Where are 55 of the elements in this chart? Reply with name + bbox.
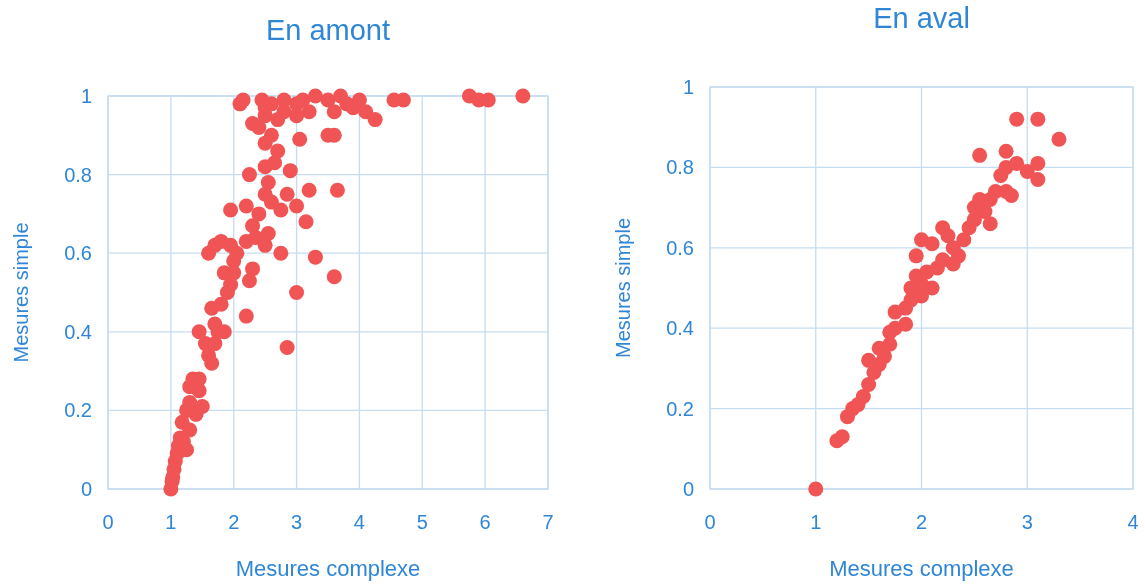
point [1030,155,1046,171]
y-tick-label: 0.2 [666,397,694,420]
point [1003,188,1019,204]
x-tick-label: 3 [1021,511,1033,533]
x-tick-label: 0 [102,511,114,533]
y-tick-label: 0.8 [64,163,92,186]
point [924,280,940,296]
y-tick-label: 0.6 [666,236,694,259]
x-tick-label: 2 [915,511,928,533]
x-axis-title: Mesures complexe [235,556,421,581]
y-tick-label: 0.2 [64,399,92,422]
point [914,288,929,304]
x-tick-label: 0 [704,511,716,533]
chart-title: En amont [265,14,391,46]
point [982,216,998,232]
point [1051,131,1067,147]
point [861,376,877,392]
point [956,232,972,248]
point [935,220,951,236]
y-tick-label: 0.8 [666,156,694,179]
x-axis-title: Mesures complexe [829,556,1014,581]
y-axis-title: Mesures simple [10,222,32,363]
point [855,389,871,405]
y-tick-label: 0.4 [64,320,92,343]
x-tick-label: 4 [353,511,365,533]
y-tick-label: 1 [682,76,694,98]
y-tick-label: 1 [80,85,92,107]
point [945,256,961,272]
x-tick-label: 1 [810,511,822,533]
x-tick-label: 1 [165,511,177,533]
y-axis-title: Mesures simple [612,217,634,359]
point [1030,171,1046,187]
point [908,248,924,264]
x-tick-label: 2 [228,511,240,533]
point [1009,111,1025,127]
x-tick-label: 7 [542,511,554,533]
y-tick-label: 0 [80,478,92,500]
y-tick-label: 0.6 [64,242,92,265]
point [876,348,892,364]
point [1030,111,1046,127]
x-tick-label: 3 [291,511,303,533]
point [1019,163,1035,179]
y-tick-label: 0 [682,478,694,500]
point [808,481,824,497]
point [834,429,850,445]
point [898,316,914,332]
chart-title: En aval [873,2,970,34]
x-tick-label: 4 [1127,511,1139,533]
x-tick-label: 5 [416,511,428,533]
point [972,147,988,163]
point [1009,155,1025,171]
point [924,236,940,252]
y-tick-label: 0.4 [666,317,694,340]
point [998,143,1014,159]
x-tick-label: 6 [479,511,491,533]
